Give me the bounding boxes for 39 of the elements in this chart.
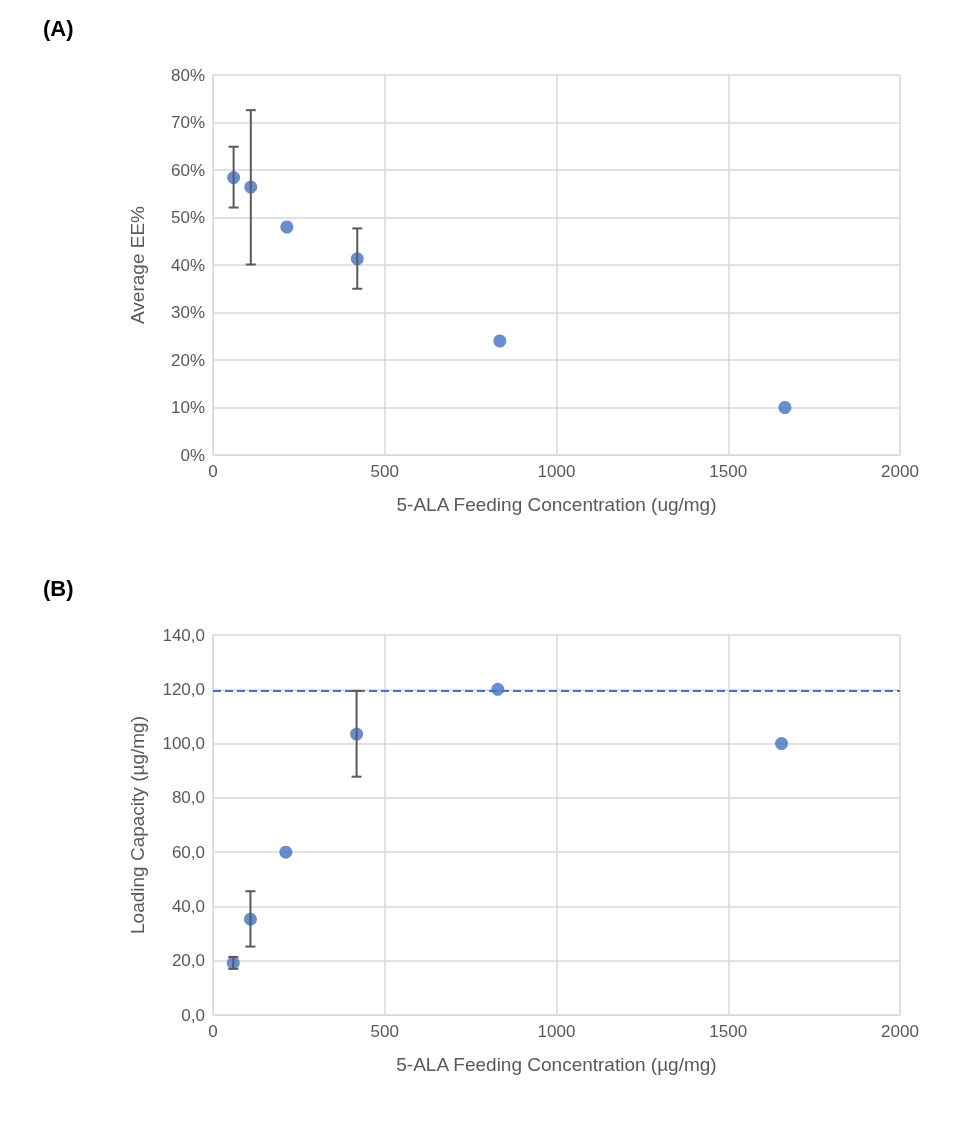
y-tick-label: 30% xyxy=(170,303,205,322)
point xyxy=(775,737,788,751)
x-axis-title: 5-ALA Feeding Concentration (µg/mg) xyxy=(396,1054,717,1075)
x-tick-label: 2000 xyxy=(881,462,919,481)
point xyxy=(279,845,293,859)
y-tick-label: 80,0 xyxy=(171,788,205,808)
y-tick-label: 100,0 xyxy=(162,734,205,754)
chart-title: (B) xyxy=(43,575,74,601)
y-tick-label: 70% xyxy=(170,113,205,132)
x-tick-label: 1000 xyxy=(537,462,576,481)
y-tick-label: 10% xyxy=(170,398,205,417)
y-tick-label: 140,0 xyxy=(162,625,205,645)
point xyxy=(778,401,792,414)
y-axis-title: Average EE% xyxy=(127,205,148,324)
y-tick-label: 40% xyxy=(170,255,205,275)
y-axis-title: Loading Capacity (µg/mg) xyxy=(127,716,148,934)
point xyxy=(493,334,507,348)
y-tick-label: 0,0 xyxy=(181,1005,205,1025)
y-tick-label: 20% xyxy=(170,350,205,370)
y-tick-label: 60% xyxy=(170,160,205,180)
point xyxy=(280,220,294,234)
y-tick-label: 60,0 xyxy=(171,842,205,862)
x-tick-label: 1000 xyxy=(537,1022,576,1041)
x-tick-label: 2000 xyxy=(881,1022,919,1041)
x-tick-label: 500 xyxy=(370,1022,399,1041)
x-tick-label: 1500 xyxy=(709,1022,748,1041)
y-tick-label: 20,0 xyxy=(171,951,205,971)
x-tick-label: 0 xyxy=(208,1022,218,1041)
y-tick-label: 0% xyxy=(180,445,205,465)
y-tick-label: 120,0 xyxy=(162,679,205,699)
y-tick-label: 50% xyxy=(170,208,205,227)
chart-title: (A) xyxy=(43,15,74,41)
x-tick-label: 0 xyxy=(208,462,218,481)
x-axis-title: 5-ALA Feeding Concentration (ug/mg) xyxy=(396,494,717,515)
y-tick-label: 80% xyxy=(170,65,205,85)
x-tick-label: 1500 xyxy=(709,462,748,481)
y-tick-label: 40,0 xyxy=(171,896,205,916)
point xyxy=(491,682,505,696)
x-tick-label: 500 xyxy=(370,462,399,481)
